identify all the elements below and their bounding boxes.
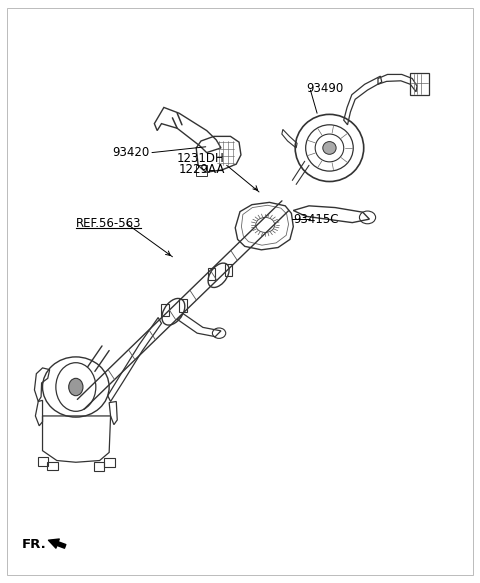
Ellipse shape <box>69 378 83 396</box>
Bar <box>179 299 187 312</box>
Ellipse shape <box>323 142 336 154</box>
Text: 1231DH: 1231DH <box>177 152 225 165</box>
Text: 93490: 93490 <box>307 82 344 96</box>
Bar <box>161 304 169 317</box>
Bar <box>94 462 104 471</box>
Text: 1229AA: 1229AA <box>179 163 225 177</box>
Text: 93420: 93420 <box>112 146 150 159</box>
Bar <box>104 458 115 468</box>
Text: 93415C: 93415C <box>293 213 339 226</box>
Bar <box>38 457 48 466</box>
Bar <box>225 264 232 276</box>
Bar <box>196 166 207 175</box>
Text: REF.56-563: REF.56-563 <box>76 217 141 230</box>
Bar <box>208 268 215 280</box>
Text: FR.: FR. <box>22 538 47 551</box>
Bar <box>410 73 429 94</box>
Bar <box>48 462 58 470</box>
